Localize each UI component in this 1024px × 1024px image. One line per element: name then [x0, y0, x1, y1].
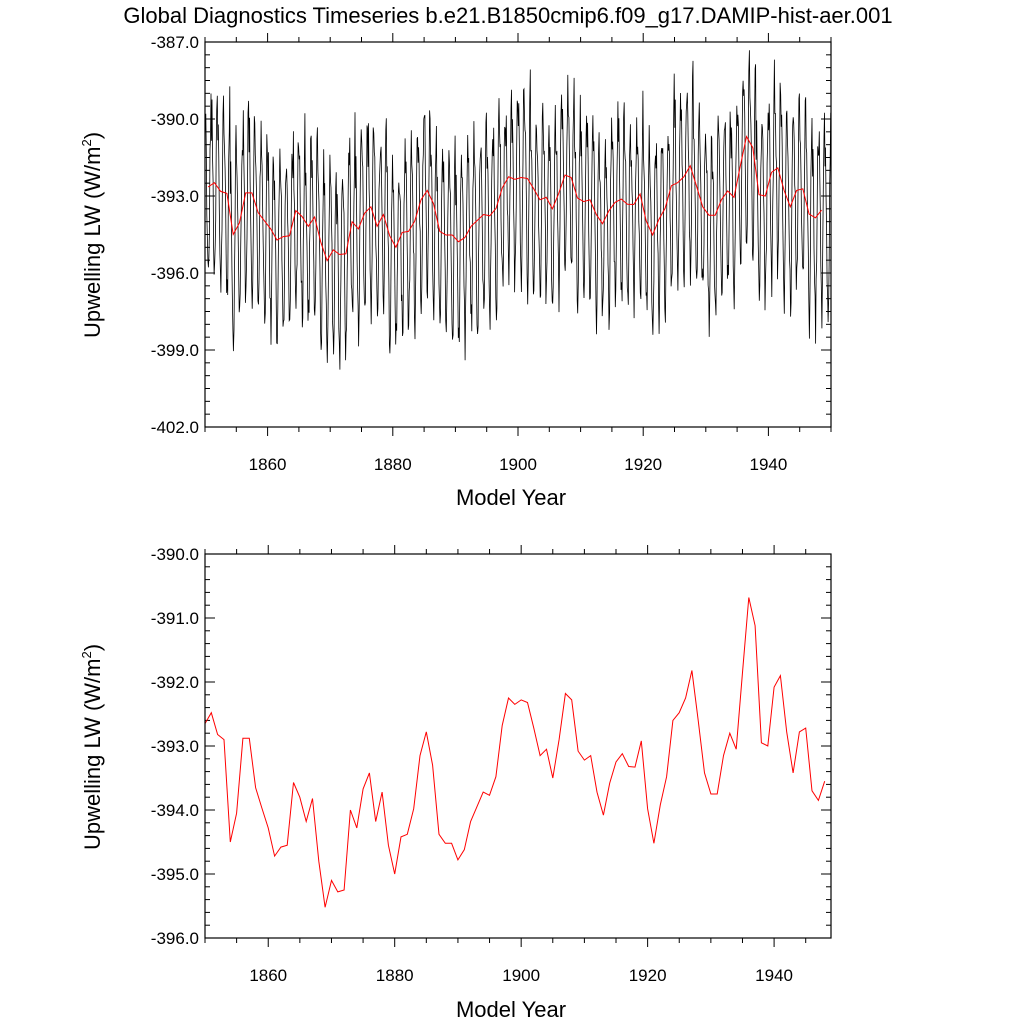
x-tick-label: 1920 [629, 966, 667, 985]
bottom-x-axis-label: Model Year [456, 997, 566, 1022]
top-y-tick-labels: -402.0 -399.0 -396.0 -393.0 -390.0 -387.0 [151, 33, 199, 437]
top-plot-frame [204, 41, 832, 428]
x-tick-label: 1900 [499, 455, 537, 474]
y-tick-label: -395.0 [151, 865, 199, 884]
bottom-x-tick-labels: 1860 1880 1900 1920 1940 [249, 966, 793, 985]
top-x-tick-labels: 1860 1880 1900 1920 1940 [249, 455, 788, 474]
x-tick-label: 1880 [374, 455, 412, 474]
annual-mean-series-line [207, 135, 822, 262]
bottom-y-tick-labels: -396.0 -395.0 -394.0 -393.0 -392.0 -391.0 -390… [151, 545, 199, 948]
y-tick-label: -394.0 [151, 801, 199, 820]
bottom-panel: -396.0 -395.0 -394.0 -393.0 -392.0 -391.0 -390… [79, 545, 832, 1022]
x-tick-label: 1940 [749, 455, 787, 474]
y-tick-label: -391.0 [151, 609, 199, 628]
y-tick-label: -393.0 [151, 737, 199, 756]
top-x-axis-label: Model Year [456, 485, 566, 510]
y-tick-label: -390.0 [151, 110, 199, 129]
annual-mean-series-line [205, 597, 826, 908]
y-tick-label: -392.0 [151, 673, 199, 692]
monthly-series-line [205, 50, 831, 370]
bottom-plot-frame [204, 553, 832, 939]
top-y-axis-label: Upwelling LW (W/m2) [79, 132, 105, 338]
bottom-axis-ticks [204, 545, 831, 947]
y-tick-label: -393.0 [151, 187, 199, 206]
y-tick-label: -402.0 [151, 418, 199, 437]
x-tick-label: 1920 [624, 455, 662, 474]
bottom-y-axis-label: Upwelling LW (W/m2) [79, 644, 105, 850]
x-tick-label: 1860 [249, 966, 287, 985]
top-axis-ticks [204, 33, 832, 436]
y-tick-label: -390.0 [151, 545, 199, 564]
x-tick-label: 1900 [502, 966, 540, 985]
top-panel: -402.0 -399.0 -396.0 -393.0 -390.0 -387.0 186… [79, 33, 832, 510]
y-tick-label: -399.0 [151, 341, 199, 360]
figure-title: Global Diagnostics Timeseries b.e21.B185… [123, 3, 892, 28]
y-tick-label: -396.0 [151, 929, 199, 948]
x-tick-label: 1940 [755, 966, 793, 985]
y-tick-label: -387.0 [151, 33, 199, 52]
y-tick-label: -396.0 [151, 264, 199, 283]
x-tick-label: 1880 [376, 966, 414, 985]
x-tick-label: 1860 [249, 455, 287, 474]
